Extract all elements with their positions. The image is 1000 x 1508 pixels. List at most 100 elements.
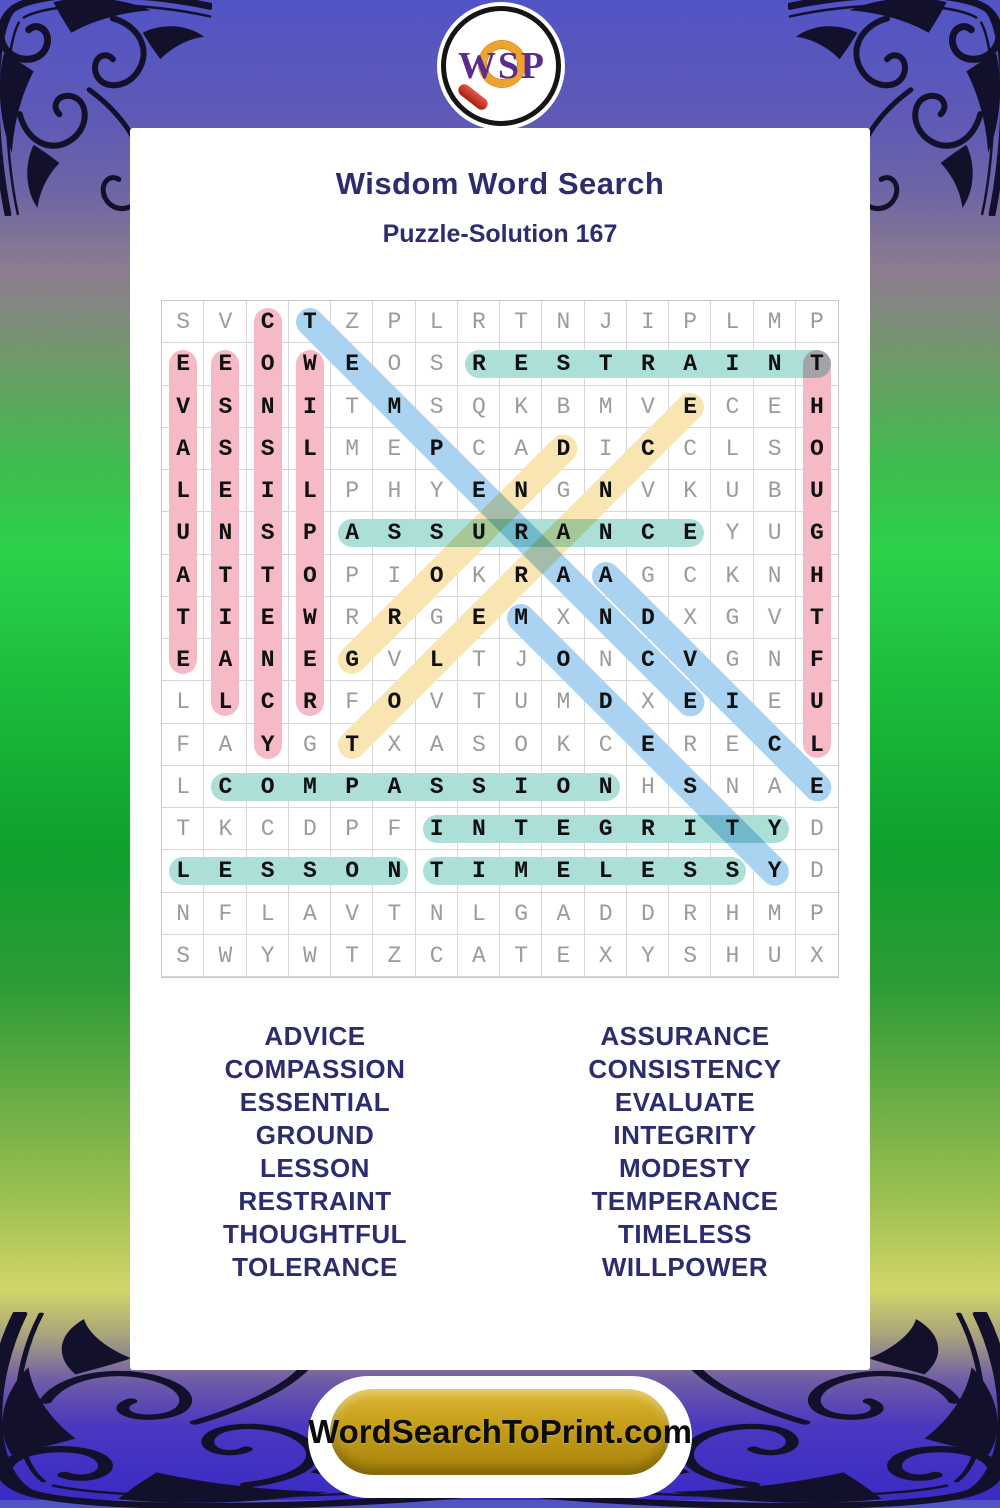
grid-cell: [162, 765, 205, 808]
grid-letter: E: [514, 351, 529, 378]
grid-cell: [753, 892, 796, 935]
grid-letter: J: [514, 647, 529, 674]
grid-cell: [626, 681, 669, 724]
grid-letter: S: [302, 858, 317, 885]
grid-letter: A: [218, 731, 233, 758]
grid-letter: S: [260, 435, 275, 462]
grid-letter: N: [598, 773, 613, 800]
word-list-item: GROUND: [255, 1120, 375, 1150]
grid-cell: [584, 301, 627, 344]
grid-letter: P: [345, 816, 360, 843]
grid-letter: E: [302, 647, 317, 674]
grid-cell: [669, 596, 712, 639]
grid-letter: N: [725, 773, 740, 800]
grid-letter: R: [471, 309, 486, 336]
word-list-item: ADVICE: [264, 1021, 366, 1051]
grid-cell: [331, 385, 374, 428]
grid-letter: E: [683, 689, 698, 716]
grid-letter: N: [767, 351, 782, 378]
grid-cell: [457, 723, 500, 766]
grid-cell: [626, 934, 669, 977]
grid-letter: E: [725, 731, 740, 758]
grid-cell: [669, 301, 712, 344]
grid-letter: R: [345, 604, 360, 631]
grid-letter: S: [260, 520, 275, 547]
grid-letter: A: [345, 520, 360, 547]
grid-cell: [584, 427, 627, 470]
grid-cell: [711, 639, 754, 682]
grid-letter: G: [345, 647, 360, 674]
grid-letter: S: [429, 351, 444, 378]
grid-letter: S: [683, 942, 698, 969]
grid-letter: L: [302, 435, 317, 462]
grid-cell: [795, 301, 838, 344]
grid-letter: N: [767, 562, 782, 589]
grid-letter: E: [176, 351, 191, 378]
grid-letter: T: [598, 351, 613, 378]
word-list-item: RESTRAINT: [238, 1186, 392, 1216]
grid-letter: I: [218, 604, 233, 631]
grid-letter: Y: [260, 942, 275, 969]
grid-letter: I: [725, 351, 740, 378]
grid-cell: [457, 681, 500, 724]
grid-cell: [415, 892, 458, 935]
grid-cell: [711, 385, 754, 428]
grid-cell: [331, 892, 374, 935]
grid-letter: N: [260, 647, 275, 674]
grid-letter: O: [556, 647, 571, 674]
grid-letter: G: [302, 731, 317, 758]
grid-letter: C: [725, 393, 740, 420]
grid-letter: P: [345, 562, 360, 589]
website-button[interactable]: WordSearchToPrint.com: [308, 1389, 692, 1475]
grid-cell: [246, 808, 289, 851]
word-list-item: ASSURANCE: [600, 1021, 770, 1051]
grid-cell: [162, 681, 205, 724]
grid-cell: [162, 934, 205, 977]
grid-letter: I: [429, 816, 444, 843]
grid-cell: [415, 681, 458, 724]
grid-letter: C: [683, 562, 698, 589]
grid-cell: [373, 808, 416, 851]
highlight-assurance: [338, 519, 705, 548]
grid-cell: [753, 765, 796, 808]
grid-letter: H: [809, 562, 824, 589]
grid-cell: [204, 301, 247, 344]
grid-letter: L: [725, 309, 740, 336]
grid-cell: [669, 681, 712, 724]
grid-letter: M: [767, 900, 782, 927]
grid-letter: T: [176, 816, 191, 843]
grid-letter: M: [302, 773, 317, 800]
grid-cell: [626, 427, 669, 470]
grid-letter: U: [176, 520, 191, 547]
grid-cell: [711, 301, 754, 344]
grid-letter: N: [598, 604, 613, 631]
grid-letter: H: [387, 478, 402, 505]
grid-letter: R: [683, 900, 698, 927]
grid-letter: W: [218, 942, 233, 969]
grid-letter: O: [429, 562, 444, 589]
grid-letter: L: [176, 478, 191, 505]
grid-letter: N: [176, 900, 191, 927]
website-button-label: WordSearchToPrint.com: [308, 1413, 692, 1450]
grid-cell: [331, 639, 374, 682]
grid-letter: O: [387, 689, 402, 716]
grid-letter: E: [683, 520, 698, 547]
logo-letter-p: P: [520, 45, 544, 87]
grid-letter: S: [767, 435, 782, 462]
page-title: Wisdom Word Search: [335, 166, 665, 201]
grid-cell: [457, 554, 500, 597]
grid-cell: [288, 808, 331, 851]
grid-letter: F: [387, 816, 402, 843]
grid-letter: E: [556, 816, 571, 843]
grid-cell: [415, 343, 458, 386]
grid-letter: C: [683, 435, 698, 462]
grid-letter: T: [471, 647, 486, 674]
grid-letter: L: [429, 309, 444, 336]
grid-cell: [500, 892, 543, 935]
grid-letter: G: [514, 900, 529, 927]
grid-cell: [584, 892, 627, 935]
grid-letter: V: [387, 647, 402, 674]
grid-cell: [669, 512, 712, 555]
grid-letter: Y: [640, 942, 655, 969]
grid-letter: U: [514, 689, 529, 716]
